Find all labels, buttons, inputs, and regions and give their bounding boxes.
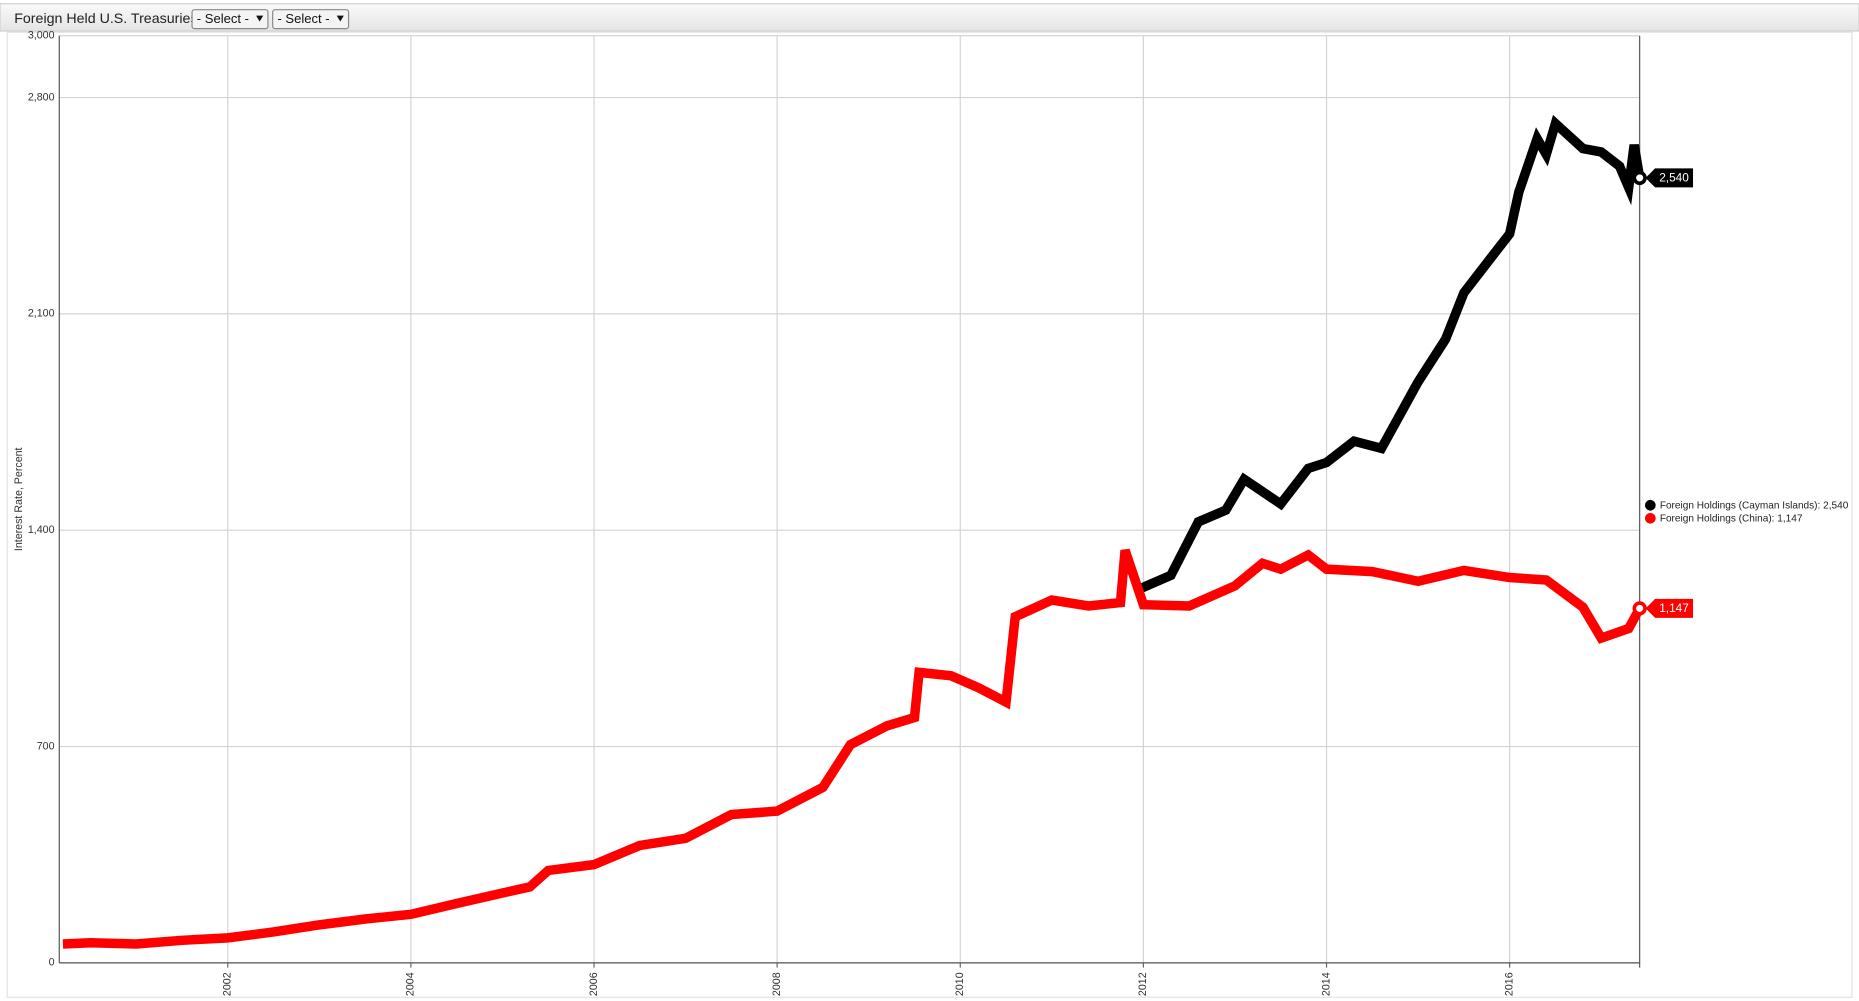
x-tick-label: 2012 [1137,972,1149,996]
legend-marker [1645,512,1656,524]
plot: 2,540 1,147 [62,114,1694,949]
y-tick-label: 700 [37,740,55,752]
value-label-box [1645,598,1694,618]
chart-frame [6,31,1853,998]
select[interactable]: - Select - [191,9,269,30]
y-tick-label: 1,400 [28,524,55,536]
x-tick-label: 2004 [405,972,417,996]
value-label: 1,147 [1659,601,1689,615]
value-label: 2,540 [1659,171,1689,185]
x-tick-label: 2008 [771,972,783,996]
select-label[interactable]: - Select - [277,11,329,26]
y-tick-label: 3,000 [28,30,55,42]
end-marker [1632,170,1647,186]
legend-label: Foreign Holdings (Cayman Islands): 2,540 [1660,500,1849,511]
legend-marker [1645,499,1656,511]
x-tick-label: 2006 [588,972,600,996]
toolbar-title: Foreign Held U.S. Treasuries [14,11,197,27]
y-axis-title: Interest Rate, Percent [13,447,25,551]
grid: 0 700 1,400 2,100 2,800 3,000 2002 2004 2006 2008… [28,30,1641,996]
legend-label: Foreign Holdings (China): 1,147 [1660,514,1803,525]
x-tick-label: 2016 [1503,972,1515,996]
series-line [1134,114,1645,595]
y-tick-label: 0 [49,957,55,969]
series-line [62,548,1644,949]
x-tick-label: 2014 [1320,972,1332,996]
x-tick-label: 2010 [954,972,966,996]
y-tick-label: 2,800 [28,91,55,103]
y-tick-label: 2,100 [28,308,55,320]
value-label-box [1645,168,1694,188]
x-tick-label: 2002 [222,972,234,996]
select-label[interactable]: - Select - [197,11,249,26]
select[interactable]: - Select - [272,9,350,30]
end-marker [1632,601,1647,616]
